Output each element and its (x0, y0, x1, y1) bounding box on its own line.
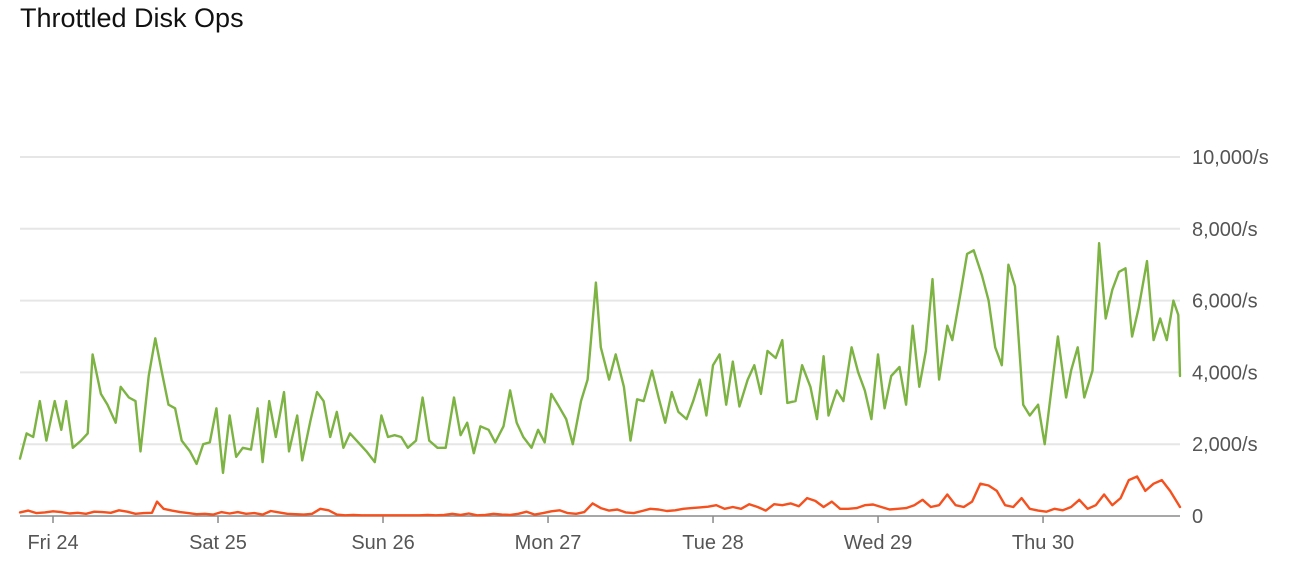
x-tick-label: Sun 26 (351, 532, 414, 554)
x-tick-label: Wed 29 (844, 532, 913, 554)
x-tick-label: Sat 25 (189, 532, 247, 554)
y-tick-label: 2,000/s (1192, 434, 1258, 456)
series-line-1 (18, 241, 1182, 475)
gridlines (20, 156, 1180, 446)
x-tick-label: Thu 30 (1012, 532, 1074, 554)
chart-title: Throttled Disk Ops (20, 3, 244, 33)
y-tick-label: 4,000/s (1192, 362, 1258, 384)
x-tick-label: Mon 27 (515, 532, 582, 554)
y-tick-label: 10,000/s (1192, 147, 1269, 169)
x-tick-label: Fri 24 (27, 532, 78, 554)
x-axis: Fri 24 Sat 25 Sun 26 Mon 27 Tue 28 Wed 29 Thu … (20, 515, 1180, 554)
series-lines (18, 241, 1182, 517)
y-tick-label: 0 (1192, 506, 1203, 528)
series-line-2 (18, 475, 1182, 517)
y-tick-label: 6,000/s (1192, 291, 1258, 313)
y-tick-label: 8,000/s (1192, 219, 1258, 241)
x-tick-label: Tue 28 (682, 532, 744, 554)
y-axis: 0 2,000/s 4,000/s 6,000/s 8,000/s 10,000/s (1192, 147, 1269, 528)
